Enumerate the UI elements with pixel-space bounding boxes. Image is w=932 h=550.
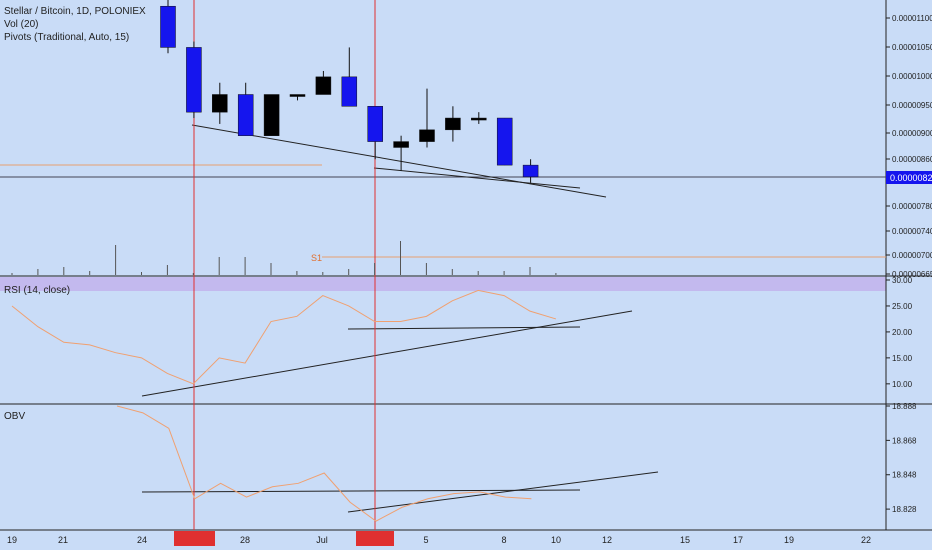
time-tick-label: 19 <box>7 535 17 545</box>
time-tick-label: 22 <box>861 535 871 545</box>
time-tick-label: 5 <box>423 535 428 545</box>
candle-body <box>237 94 254 136</box>
candle-body <box>212 94 228 113</box>
price-tick-label: 0.00001000 <box>892 72 932 81</box>
candle-body <box>263 94 280 136</box>
volume-indicator-label[interactable]: Vol (20) <box>4 19 39 30</box>
obv-axis-ticks: 18.888 18.868 18.848 18.828 <box>886 402 917 514</box>
obv-legend[interactable]: OBV <box>4 411 26 422</box>
candle-body <box>160 5 176 48</box>
trendline-price-2 <box>373 167 581 189</box>
time-tick-label: 17 <box>733 535 743 545</box>
price-tick-label: 0.00001100 <box>892 14 932 23</box>
candle-body <box>393 141 409 148</box>
volume-series <box>11 241 557 275</box>
rsi-line <box>11 289 557 385</box>
rsi-tick-label: 10.00 <box>892 380 913 389</box>
price-axis-ticks: 0.00001100 0.00001050 0.00001000 0.00000950… <box>886 14 932 279</box>
price-tick-label: 0.00000860 <box>892 155 932 164</box>
candle-body <box>186 47 202 113</box>
price-tick-label: 0.00000780 <box>892 202 932 211</box>
rsi-legend[interactable]: RSI (14, close) <box>4 285 71 296</box>
obv-tick-label: 18.828 <box>892 505 917 514</box>
candle-body <box>496 117 513 166</box>
candle-body <box>471 117 487 121</box>
last-price-tag <box>886 171 932 184</box>
time-tick-label: Jul <box>316 535 328 545</box>
pivot-label-s1: S1 <box>311 253 322 263</box>
candle-body <box>419 129 435 142</box>
price-tick-label: 0.00000900 <box>892 129 932 138</box>
trendline-price-1 <box>191 124 607 198</box>
time-tick-label: 8 <box>501 535 506 545</box>
date-tag-03-jul <box>356 531 394 546</box>
candle-body <box>315 76 332 95</box>
rsi-tick-label: 25.00 <box>892 302 913 311</box>
candle-body <box>341 76 358 107</box>
obv-tick-label: 18.868 <box>892 436 917 445</box>
rsi-tick-label: 15.00 <box>892 354 913 363</box>
pivots-indicator-label[interactable]: Pivots (Traditional, Auto, 15) <box>4 32 130 43</box>
candle-series <box>160 0 539 183</box>
last-price-label: 0.00000826 <box>890 173 932 183</box>
candle-body <box>445 117 461 131</box>
candle-body <box>367 106 383 142</box>
obv-tick-label: 18.848 <box>892 471 917 480</box>
time-tick-label: 10 <box>551 535 561 545</box>
rsi-overbought-band <box>0 277 886 291</box>
trendline-rsi-1 <box>141 310 633 397</box>
chart-legend: Stellar / Bitcoin, 1D, POLONIEX Vol (20)… <box>4 5 146 44</box>
candle-body <box>289 94 306 97</box>
rsi-tick-label: 30.00 <box>892 276 913 285</box>
candle-body <box>522 164 539 178</box>
price-tick-label: 0.00000950 <box>892 101 932 110</box>
date-tag-26-jun <box>174 531 215 546</box>
price-tick-label: 0.00000700 <box>892 251 932 260</box>
time-tick-label: 19 <box>784 535 794 545</box>
obv-tick-label: 18.888 <box>892 402 917 411</box>
trendline-obv-1 <box>141 489 581 493</box>
price-tick-label: 0.00000665 <box>892 270 932 279</box>
obv-line <box>116 405 532 522</box>
time-tick-label: 28 <box>240 535 250 545</box>
time-tick-label: 12 <box>602 535 612 545</box>
rsi-tick-label: 20.00 <box>892 328 913 337</box>
rsi-axis-ticks: 30.00 25.00 20.00 15.00 10.00 <box>886 276 913 389</box>
price-tick-label: 0.00000740 <box>892 227 932 236</box>
price-tick-label: 0.00001050 <box>892 43 932 52</box>
time-tick-label: 24 <box>137 535 147 545</box>
trendline-rsi-2 <box>347 326 581 330</box>
symbol-title[interactable]: Stellar / Bitcoin, 1D, POLONIEX <box>4 6 146 17</box>
time-tick-label: 15 <box>680 535 690 545</box>
time-tick-label: 21 <box>58 535 68 545</box>
trendline-obv-2 <box>347 471 659 513</box>
